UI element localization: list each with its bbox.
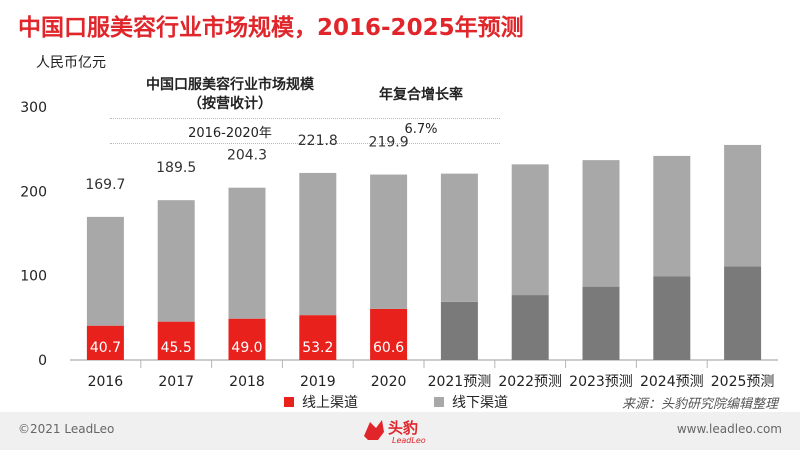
data-label-total: 189.5 bbox=[156, 160, 196, 176]
bar-online bbox=[228, 318, 266, 360]
bar-online bbox=[440, 301, 478, 360]
info-period: 2016-2020年 bbox=[188, 126, 272, 141]
x-tick-label: 2024预测 bbox=[640, 374, 704, 390]
y-tick-label: 0 bbox=[38, 353, 47, 369]
logo-leopard-icon bbox=[364, 420, 384, 440]
bar-offline bbox=[724, 144, 762, 267]
stacked-bar-chart: 0 100 200 300 2016 40.7 169.7 2017 45.5 189.5 2018… bbox=[20, 100, 778, 390]
bar-offline bbox=[370, 174, 408, 309]
legend-offline-swatch bbox=[434, 397, 444, 407]
info-col2-header: 年复合增长率 bbox=[379, 87, 463, 103]
bar-offline bbox=[511, 164, 549, 296]
info-col1-header: 中国口服美容行业市场规模 （按营收计） bbox=[110, 76, 350, 114]
data-label-total: 219.9 bbox=[369, 135, 409, 151]
y-tick-label: 100 bbox=[20, 269, 47, 285]
source-note: 来源：头豹研究院编辑整理 bbox=[621, 397, 778, 412]
bar-offline bbox=[299, 172, 337, 316]
x-tick-label: 2023预测 bbox=[569, 374, 633, 390]
legend-online: 线上渠道 bbox=[284, 392, 358, 412]
bar-online bbox=[157, 321, 195, 360]
y-tick-label: 200 bbox=[20, 184, 47, 200]
bar-offline bbox=[157, 200, 195, 322]
bar-offline bbox=[228, 187, 266, 319]
x-tick-label: 2019 bbox=[300, 374, 336, 390]
x-tick-label: 2021预测 bbox=[428, 374, 492, 390]
chart-title: 中国口服美容行业市场规模，2016-2025年预测 bbox=[18, 15, 524, 41]
x-tick-label: 2025预测 bbox=[711, 374, 775, 390]
x-tick-label: 2017 bbox=[158, 374, 194, 390]
data-label-online: 49.0 bbox=[231, 340, 262, 356]
bar-online bbox=[724, 266, 762, 360]
bar-offline bbox=[440, 173, 478, 302]
info-col1-header-line2: （按营收计） bbox=[188, 96, 272, 112]
copyright: ©2021 LeadLeo bbox=[18, 422, 115, 436]
bar-offline bbox=[653, 155, 691, 277]
bar-online bbox=[653, 276, 691, 360]
data-label-total: 221.8 bbox=[298, 133, 338, 149]
data-label-total: 169.7 bbox=[85, 177, 125, 193]
data-label-online: 40.7 bbox=[90, 340, 121, 356]
info-rule-top bbox=[110, 118, 500, 119]
unit-label: 人民币亿元 bbox=[36, 55, 106, 71]
data-label-total: 204.3 bbox=[227, 148, 267, 164]
footer-bar bbox=[0, 412, 800, 450]
legend-offline-label: 线下渠道 bbox=[452, 395, 508, 411]
info-col1-header-line1: 中国口服美容行业市场规模 bbox=[146, 77, 314, 93]
bar-online bbox=[86, 325, 124, 360]
website: www.leadleo.com bbox=[676, 422, 782, 436]
x-tick-label: 2016 bbox=[88, 374, 124, 390]
x-tick-label: 2020 bbox=[371, 374, 407, 390]
info-rule-bottom bbox=[110, 143, 500, 144]
data-label-online: 45.5 bbox=[161, 340, 192, 356]
y-tick-label: 300 bbox=[20, 100, 47, 116]
bar-offline bbox=[582, 160, 620, 287]
bar-online bbox=[370, 308, 408, 360]
legend-online-label: 线上渠道 bbox=[302, 395, 358, 411]
logo-en-text: LeadLeo bbox=[392, 436, 426, 445]
leadleo-logo: 头豹 LeadLeo bbox=[364, 419, 426, 445]
bar-online bbox=[511, 295, 549, 360]
bar-offline bbox=[86, 216, 124, 326]
logo-cn-text: 头豹 bbox=[388, 419, 418, 437]
legend-offline: 线下渠道 bbox=[434, 392, 508, 412]
x-tick-label: 2022预测 bbox=[498, 374, 562, 390]
data-label-online: 60.6 bbox=[373, 340, 404, 356]
bar-online bbox=[582, 286, 620, 360]
legend-online-swatch bbox=[284, 397, 294, 407]
x-tick-label: 2018 bbox=[229, 374, 265, 390]
info-cagr: 6.7% bbox=[404, 122, 438, 137]
bar-online bbox=[299, 315, 337, 360]
data-label-online: 53.2 bbox=[302, 340, 333, 356]
